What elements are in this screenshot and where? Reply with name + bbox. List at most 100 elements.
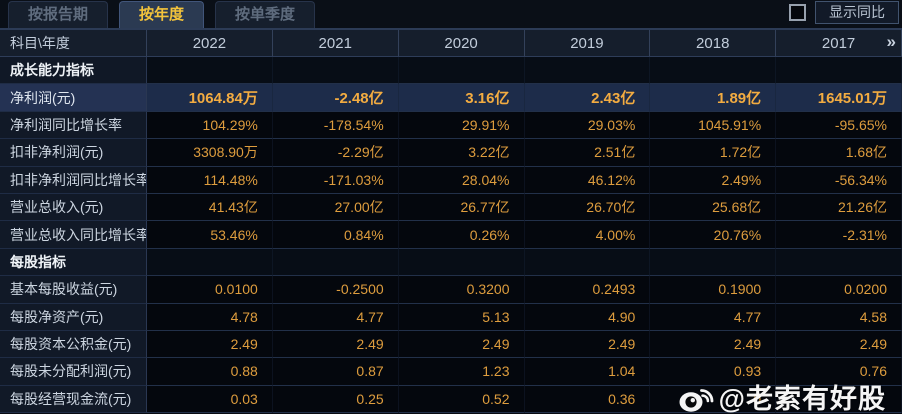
- cell-2020: 0.3200: [398, 276, 525, 304]
- tab-controls: 显示同比: [789, 1, 899, 28]
- cell-2019: 1.04: [524, 358, 651, 386]
- cell-2020: 3.16亿: [398, 84, 525, 112]
- cell-2019: [524, 248, 651, 277]
- tab-bar: 按报告期 按年度 按单季度 显示同比: [0, 0, 902, 30]
- cell-2022: 0.0100: [147, 276, 273, 304]
- cell-2018: 20.76%: [650, 221, 777, 249]
- financial-table: 科目\年度 2022 2021 2020 2019 2018 2017» 成长能力指标 净利润(…: [0, 30, 902, 414]
- cell-2017: 4.58: [776, 303, 902, 331]
- cell-2018: 25.68亿: [650, 193, 777, 222]
- row-label[interactable]: 扣非净利润同比增长率: [0, 166, 147, 194]
- cell-2018: 1.72亿: [650, 139, 777, 167]
- row-label[interactable]: 扣非净利润(元): [0, 139, 147, 167]
- row-label[interactable]: 营业总收入(元): [0, 193, 147, 222]
- cell-2022: [147, 57, 273, 85]
- cell-2017: 1.68亿: [776, 139, 902, 167]
- cell-2018: 0.93: [650, 358, 777, 386]
- tab-by-quarter[interactable]: 按单季度: [215, 1, 316, 28]
- cell-2021: -2.29亿: [272, 139, 399, 167]
- tab-list: 按报告期 按年度 按单季度: [8, 1, 326, 28]
- row-label: 每股指标: [0, 248, 147, 277]
- cell-2019: 2.51亿: [524, 139, 651, 167]
- cell-2020: 3.22亿: [398, 139, 525, 167]
- corner-header: 科目\年度: [0, 30, 147, 57]
- tab-by-report-period[interactable]: 按报告期: [8, 1, 109, 28]
- cell-2021: [272, 248, 399, 277]
- cell-2020: 28.04%: [398, 166, 525, 194]
- cell-2017: [776, 248, 902, 277]
- cell-2020: 0.26%: [398, 221, 525, 249]
- cell-2018: 0.1900: [650, 276, 777, 304]
- cell-2020: 0.52: [398, 385, 525, 414]
- cell-2022: 4.78: [147, 303, 273, 331]
- cell-2018: 2.49: [650, 330, 777, 359]
- year-column-header-2021: 2021: [272, 30, 399, 57]
- year-column-header-2020: 2020: [398, 30, 525, 57]
- cell-2019: 2.49: [524, 330, 651, 359]
- cell-2018: 4.77: [650, 303, 777, 331]
- cell-2019: 4.90: [524, 303, 651, 331]
- cell-2022: 0.88: [147, 358, 273, 386]
- year-column-header-2022: 2022: [147, 30, 273, 57]
- cell-2020: 29.91%: [398, 111, 525, 140]
- row-label: 成长能力指标: [0, 57, 147, 85]
- cell-2020: [398, 57, 525, 85]
- year-column-header-2019: 2019: [524, 30, 651, 57]
- more-years-icon[interactable]: »: [886, 32, 897, 52]
- cell-2021: 2.49: [272, 330, 399, 359]
- cell-2020: 2.49: [398, 330, 525, 359]
- cell-2019: 0.36: [524, 385, 651, 414]
- cell-2022: [147, 248, 273, 277]
- cell-2018: 1045.91%: [650, 111, 777, 140]
- row-label[interactable]: 净利润同比增长率: [0, 111, 147, 140]
- year-column-header-2018: 2018: [650, 30, 777, 57]
- cell-2018: 1.89亿: [650, 84, 777, 112]
- row-label[interactable]: 每股净资产(元): [0, 303, 147, 331]
- cell-2022: 53.46%: [147, 221, 273, 249]
- cell-2021: 4.77: [272, 303, 399, 331]
- cell-2022: 1064.84万: [147, 84, 273, 112]
- cell-2017: 2.49: [776, 330, 902, 359]
- cell-2018: 2.49%: [650, 166, 777, 194]
- cell-2021: -0.2500: [272, 276, 399, 304]
- row-label[interactable]: 每股资本公积金(元): [0, 330, 147, 359]
- cell-2017: 0.76: [776, 358, 902, 386]
- row-label[interactable]: 净利润(元): [0, 84, 147, 112]
- cell-2022: 114.48%: [147, 166, 273, 194]
- cell-2019: 4.00%: [524, 221, 651, 249]
- cell-2020: 5.13: [398, 303, 525, 331]
- cell-2019: 2.43亿: [524, 84, 651, 112]
- cell-2020: 1.23: [398, 358, 525, 386]
- tab-by-year[interactable]: 按年度: [119, 1, 205, 28]
- row-label[interactable]: 每股未分配利润(元): [0, 358, 147, 386]
- cell-2018: [650, 248, 777, 277]
- cell-2021: -171.03%: [272, 166, 399, 194]
- cell-2018: [650, 57, 777, 85]
- cell-2019: 29.03%: [524, 111, 651, 140]
- cell-2021: 27.00亿: [272, 193, 399, 222]
- cell-2020: [398, 248, 525, 277]
- cell-2017: 0.0200: [776, 276, 902, 304]
- cell-2019: [524, 57, 651, 85]
- show-yoy-button[interactable]: 显示同比: [815, 1, 899, 24]
- cell-2017: 1645.01万: [776, 84, 902, 112]
- cell-2017: -95.65%: [776, 111, 902, 140]
- cell-2021: [272, 57, 399, 85]
- cell-2020: 26.77亿: [398, 193, 525, 222]
- cell-2021: 0.84%: [272, 221, 399, 249]
- cell-2018: 0: [650, 385, 777, 414]
- cell-2017: [776, 57, 902, 85]
- cell-2019: 46.12%: [524, 166, 651, 194]
- row-label[interactable]: 基本每股收益(元): [0, 276, 147, 304]
- year-column-header-2017: 2017»: [776, 30, 902, 57]
- row-label[interactable]: 营业总收入同比增长率: [0, 221, 147, 249]
- cell-2019: 26.70亿: [524, 193, 651, 222]
- cell-2017: -56.34%: [776, 166, 902, 194]
- cell-2022: 41.43亿: [147, 193, 273, 222]
- cell-2019: 0.2493: [524, 276, 651, 304]
- row-label[interactable]: 每股经营现金流(元): [0, 385, 147, 414]
- cell-2021: -178.54%: [272, 111, 399, 140]
- cell-2022: 104.29%: [147, 111, 273, 140]
- show-yoy-checkbox[interactable]: [789, 4, 806, 21]
